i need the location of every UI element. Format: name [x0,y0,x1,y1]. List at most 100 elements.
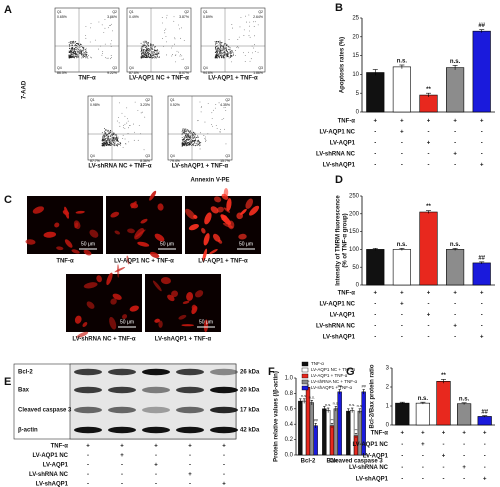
dot [217,47,219,49]
dot [222,57,224,59]
dot [144,43,146,45]
dot [69,41,71,43]
treatment-mark: - [223,453,225,459]
cell [112,293,122,300]
treatment-mark: - [87,472,89,478]
bar [415,402,430,426]
dot [134,101,136,103]
cell [236,212,243,220]
treatment-mark: - [422,454,424,460]
dot [216,48,218,50]
dot [89,41,91,43]
treatment-label: LV-AQP1 NC [319,302,355,308]
bar [477,416,492,426]
dot [155,56,156,58]
dot [147,42,149,44]
dot [155,46,157,48]
dot [153,47,155,49]
quadrant-value: 0.52% [170,103,180,107]
dot [74,56,76,57]
cell [135,229,146,238]
significance-label: n.s. [301,393,307,398]
dot [151,48,153,50]
bar [392,66,411,113]
dot [110,24,112,26]
dot [110,142,112,144]
treatment-label: LV-AQP1 [43,463,69,469]
dot [112,139,114,141]
quadrant-value: 2.64% [253,15,263,19]
treatment-mark: - [374,130,376,136]
significance-label: n.s. [397,242,408,248]
dot [107,136,109,138]
dot [182,139,184,141]
dot [156,55,158,57]
dot [75,53,77,55]
dot [143,149,145,151]
dot [146,42,148,44]
dot [110,135,112,137]
quadrant-name: Q1 [203,10,208,14]
dot [102,134,104,136]
treatment-mark: - [401,141,403,147]
quadrant-value: 94.6% [203,71,213,75]
dot [196,140,198,142]
dot [199,142,201,144]
treatment-mark: - [422,477,424,483]
dot [194,135,196,137]
band [74,386,102,394]
dot [83,48,85,50]
dot [81,50,83,52]
dot [107,129,109,131]
treatment-mark: + [453,324,457,330]
y-tick-label: 1.0 [285,376,294,382]
dot [199,101,201,103]
dot [74,51,76,53]
dot [74,44,76,45]
bar [419,94,438,113]
dot [221,44,223,46]
dot [103,136,105,138]
dot [225,52,227,54]
y-tick-label: 1 [386,404,390,410]
dot [106,140,107,142]
bar [457,403,472,426]
y-axis-label: Bcl-2/Bax protein ratio [370,364,376,428]
dot [214,41,216,42]
dot [126,118,128,120]
dot [148,54,149,56]
dot [146,51,148,53]
dot [81,52,83,54]
plot-frame [126,7,192,73]
dot [180,53,181,55]
dot [69,41,71,43]
legend-swatch [301,367,309,373]
dot [77,56,79,58]
dot [75,53,76,55]
dot [137,139,139,141]
treatment-mark: - [454,163,456,169]
dot [147,56,149,58]
quadrant-name: Q1 [57,10,62,14]
dot [182,128,184,130]
cell [157,203,164,211]
dot [244,54,246,56]
dot [183,144,184,146]
treatment-mark: - [374,141,376,147]
cell [171,290,178,298]
treatment-mark: - [428,163,430,169]
dot [198,136,200,138]
dot [142,49,144,51]
dot [219,49,221,51]
treatment-mark: - [223,472,225,478]
cell [202,248,208,262]
bar [366,249,385,286]
dot [138,124,140,126]
bar [446,249,465,286]
dot [143,42,145,44]
treatment-mark: + [400,119,404,125]
dot [187,130,189,132]
dot [245,15,246,17]
treatment-mark: + [453,291,457,297]
